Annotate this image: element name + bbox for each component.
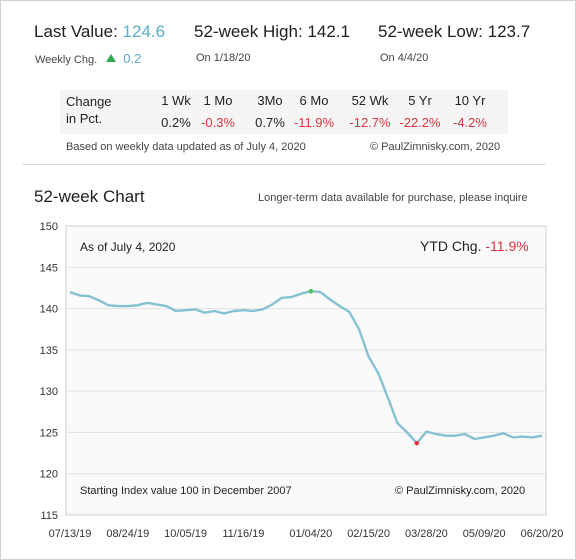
pct-column-header: 6 Mo xyxy=(299,93,329,108)
x-tick-label: 07/13/19 xyxy=(49,528,92,540)
pct-column-header: 52 Wk xyxy=(351,93,389,108)
pct-column-header: 1 Mo xyxy=(203,93,233,108)
high-date: On 1/18/20 xyxy=(196,52,251,64)
y-tick-label: 145 xyxy=(40,262,58,274)
high-value: 142.1 xyxy=(307,22,350,41)
percent-change-row-label: Change in Pct. xyxy=(66,93,112,127)
x-tick-label: 02/15/20 xyxy=(347,528,390,540)
based-on-note: Based on weekly data updated as of July … xyxy=(66,141,306,153)
high-stat: 52-week High: 142.1 xyxy=(194,22,350,42)
low-marker xyxy=(414,440,419,446)
as-of-annotation: As of July 4, 2020 xyxy=(80,240,176,254)
high-label: 52-week High: xyxy=(194,22,303,41)
starting-index-annotation: Starting Index value 100 in December 200… xyxy=(80,485,292,497)
x-tick-label: 01/04/20 xyxy=(289,528,332,540)
chart-purchase-note: Longer-term data available for purchase,… xyxy=(258,192,528,204)
x-axis-ticks: 07/13/19 08/24/19 10/05/19 11/16/19 01/04/20… xyxy=(49,528,564,540)
y-tick-label: 130 xyxy=(40,386,58,398)
line-chart: 115 120 125 130 135 140 145 150 07/13/19 08/24/1… xyxy=(40,221,564,540)
x-tick-label: 10/05/19 xyxy=(164,528,207,540)
grid xyxy=(66,266,546,475)
low-date: On 4/4/20 xyxy=(380,52,429,64)
last-value: 124.6 xyxy=(122,22,166,41)
pct-column-value: 0.7% xyxy=(255,115,285,130)
pct-column-header: 3Mo xyxy=(257,93,283,108)
low-label: 52-week Low: xyxy=(378,22,483,41)
last-value-stat: Last Value: 124.6 xyxy=(34,22,165,42)
copyright-top: © PaulZimnisky.com, 2020 xyxy=(370,141,501,153)
high-marker xyxy=(308,289,314,294)
pct-column-value: -22.2% xyxy=(399,115,441,130)
weekly-change-label: Weekly Chg. xyxy=(35,54,98,66)
low-value: 123.7 xyxy=(487,22,531,41)
pct-column-header: 1 Wk xyxy=(161,93,191,108)
low-stat: 52-week Low: 123.7 xyxy=(378,22,530,42)
ytd-value: -11.9% xyxy=(485,238,529,254)
ytd-label: YTD Chg. xyxy=(420,238,482,254)
pct-column-header: 10 Yr xyxy=(454,93,486,108)
weekly-change-value: 0.2 xyxy=(123,51,142,66)
x-tick-label: 05/09/20 xyxy=(463,528,506,540)
y-tick-label: 125 xyxy=(40,427,58,439)
row-label-line-2: in Pct. xyxy=(66,111,103,126)
ytd-change: YTD Chg. -11.9% xyxy=(420,238,529,254)
pct-column-value: -12.7% xyxy=(349,115,391,130)
pct-column-value: -4.2% xyxy=(453,115,487,130)
y-tick-label: 135 xyxy=(40,345,58,357)
x-tick-label: 08/24/19 xyxy=(106,528,149,540)
chart-copyright: © PaulZimnisky.com, 2020 xyxy=(395,485,526,497)
x-tick-label: 06/20/20 xyxy=(521,528,564,540)
last-value-label: Last Value: xyxy=(34,22,118,41)
pct-column-value: -0.3% xyxy=(201,115,235,130)
weekly-change: Weekly Chg. 0.2 xyxy=(35,51,141,66)
chart-title: 52-week Chart xyxy=(34,187,145,206)
y-tick-label: 140 xyxy=(40,304,58,316)
section-divider xyxy=(22,164,546,165)
row-label-line-1: Change xyxy=(66,94,112,109)
y-tick-label: 120 xyxy=(40,469,58,481)
x-tick-label: 11/16/19 xyxy=(222,528,264,540)
pct-column-header: 5 Yr xyxy=(408,93,432,108)
y-tick-label: 150 xyxy=(40,221,58,233)
x-tick-label: 03/28/20 xyxy=(405,528,448,540)
pct-column-value: -11.9% xyxy=(293,115,335,130)
series-line xyxy=(69,290,543,445)
y-tick-label: 115 xyxy=(40,510,58,522)
plot-area xyxy=(65,225,547,516)
pct-column-value: 0.2% xyxy=(161,115,191,130)
y-axis-ticks: 115 120 125 130 135 140 145 150 xyxy=(40,221,58,522)
up-triangle-icon xyxy=(106,54,117,62)
percent-change-table xyxy=(60,90,508,134)
